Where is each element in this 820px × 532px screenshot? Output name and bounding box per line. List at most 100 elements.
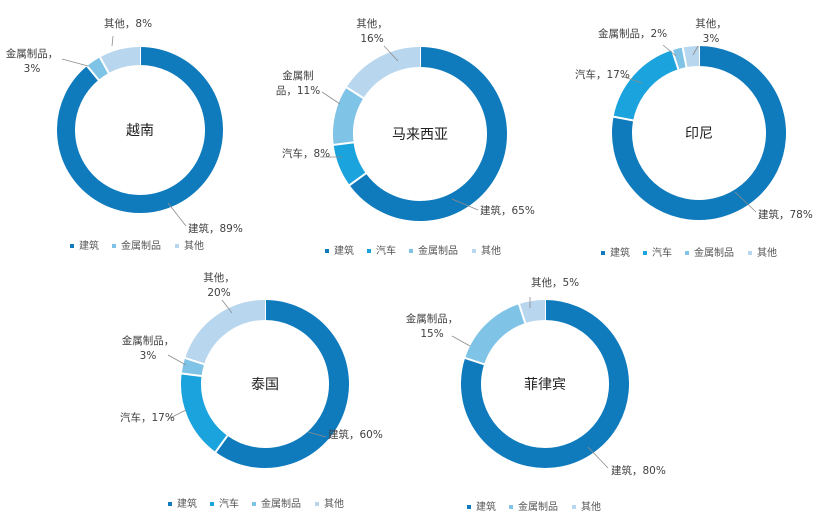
- donut-slice-construction: [215, 300, 349, 468]
- leader-line: [307, 431, 327, 438]
- leader-line: [692, 45, 699, 56]
- legend-label-other: 其他: [184, 239, 204, 252]
- leader-line: [61, 58, 89, 67]
- legend-swatch-other: [472, 249, 476, 253]
- leader-line: [111, 35, 114, 47]
- legend: 建筑 金属制品 其他: [467, 500, 601, 513]
- legend-swatch-automotive: [367, 249, 371, 253]
- donut-slice-automotive: [181, 373, 228, 452]
- leader-line: [383, 45, 399, 62]
- chart-title: 泰国: [251, 377, 279, 393]
- data-label-other: 其他，8%: [104, 17, 152, 30]
- donut-slice-automotive: [333, 142, 367, 186]
- slice-separator: [98, 55, 111, 75]
- chart-title: 菲律宾: [524, 377, 566, 393]
- leader-line: [620, 75, 643, 84]
- legend-swatch-construction: [601, 251, 605, 255]
- legend-label-metal-products: 金属制品: [518, 500, 558, 513]
- data-label-other: 其他， 16%: [356, 17, 388, 45]
- legend-label-automotive: 汽车: [219, 497, 239, 510]
- slice-separator: [517, 302, 527, 325]
- slice-separator: [180, 372, 203, 378]
- legend-swatch-other: [572, 505, 576, 509]
- legend-label-construction: 建筑: [476, 500, 496, 513]
- leader-line: [451, 198, 479, 211]
- slice-separator: [681, 46, 688, 69]
- data-label-construction: 建筑，78%: [758, 208, 813, 221]
- slice-separator: [670, 48, 680, 71]
- legend-label-metal-products: 金属制品: [418, 244, 458, 257]
- legend-label-other: 其他: [481, 244, 501, 257]
- legend-label-metal-products: 金属制品: [121, 239, 161, 252]
- legend-label-construction: 建筑: [79, 239, 99, 252]
- legend-label-automotive: 汽车: [652, 246, 672, 259]
- chart-title: 马来西亚: [392, 127, 448, 143]
- slice-separator: [85, 64, 100, 82]
- legend-label-other: 其他: [324, 497, 344, 510]
- slice-separator: [345, 86, 365, 100]
- legend: 建筑 金属制品 其他: [70, 239, 204, 252]
- legend: 建筑 汽车 金属制品 其他: [168, 497, 344, 510]
- chart-title: 印尼: [685, 126, 713, 142]
- data-label-metal-products: 金属制品， 3%: [122, 334, 175, 362]
- legend-label-construction: 建筑: [334, 244, 354, 257]
- data-label-automotive: 汽车，8%: [282, 147, 330, 160]
- leader-line: [587, 446, 609, 469]
- donut-slice-metal-products: [87, 57, 109, 81]
- legend-swatch-other: [748, 251, 752, 255]
- data-label-metal-products: 金属制品， 3%: [6, 47, 59, 75]
- legend: 建筑 汽车 金属制品 其他: [325, 244, 501, 257]
- legend-label-construction: 建筑: [177, 497, 197, 510]
- leader-line: [167, 202, 187, 227]
- data-label-metal-products: 金属制品，11%: [276, 69, 320, 97]
- slice-separator: [183, 356, 206, 366]
- donut-slice-metal-products: [181, 358, 205, 377]
- data-label-metal-products: 金属制品，2%: [598, 27, 667, 40]
- legend-label-construction: 建筑: [610, 246, 630, 259]
- chart-title: 越南: [126, 123, 154, 139]
- legend-swatch-automotive: [210, 502, 214, 506]
- donut-slice-metal-products: [465, 304, 526, 365]
- data-label-other: 其他，5%: [531, 276, 579, 289]
- leader-line: [451, 335, 471, 347]
- data-label-construction: 建筑，60%: [328, 428, 383, 441]
- slice-separator: [332, 141, 355, 147]
- legend-swatch-metal-products: [112, 244, 116, 248]
- legend-swatch-construction: [467, 505, 471, 509]
- legend-swatch-construction: [325, 249, 329, 253]
- donut-slice-other: [519, 300, 546, 324]
- legend-swatch-metal-products: [685, 251, 689, 255]
- slice-separator: [463, 356, 486, 366]
- donut-slice-other: [346, 47, 421, 99]
- leader-line: [734, 191, 757, 213]
- donut-slice-construction: [612, 46, 786, 220]
- legend-swatch-metal-products: [509, 505, 513, 509]
- data-label-construction: 建筑，89%: [188, 222, 243, 235]
- donut-slice-construction: [57, 47, 223, 213]
- donut-slice-metal-products: [333, 87, 364, 145]
- legend-swatch-construction: [70, 244, 74, 248]
- legend-label-metal-products: 金属制品: [694, 246, 734, 259]
- legend-label-other: 其他: [581, 500, 601, 513]
- data-label-construction: 建筑，80%: [611, 464, 666, 477]
- donut-slice-other: [100, 47, 141, 74]
- legend-label-automotive: 汽车: [376, 244, 396, 257]
- legend-swatch-other: [175, 244, 179, 248]
- donut-slice-construction: [461, 300, 629, 468]
- donut-slice-construction: [349, 47, 507, 221]
- legend: 建筑 汽车 金属制品 其他: [601, 246, 777, 259]
- donut-slice-metal-products: [672, 47, 687, 70]
- legend-swatch-other: [315, 502, 319, 506]
- data-label-construction: 建筑，65%: [480, 204, 535, 217]
- leader-line: [321, 91, 341, 105]
- slice-separator: [348, 171, 368, 187]
- data-label-automotive: 汽车，17%: [575, 68, 630, 81]
- legend-swatch-metal-products: [409, 249, 413, 253]
- leader-line: [167, 354, 187, 366]
